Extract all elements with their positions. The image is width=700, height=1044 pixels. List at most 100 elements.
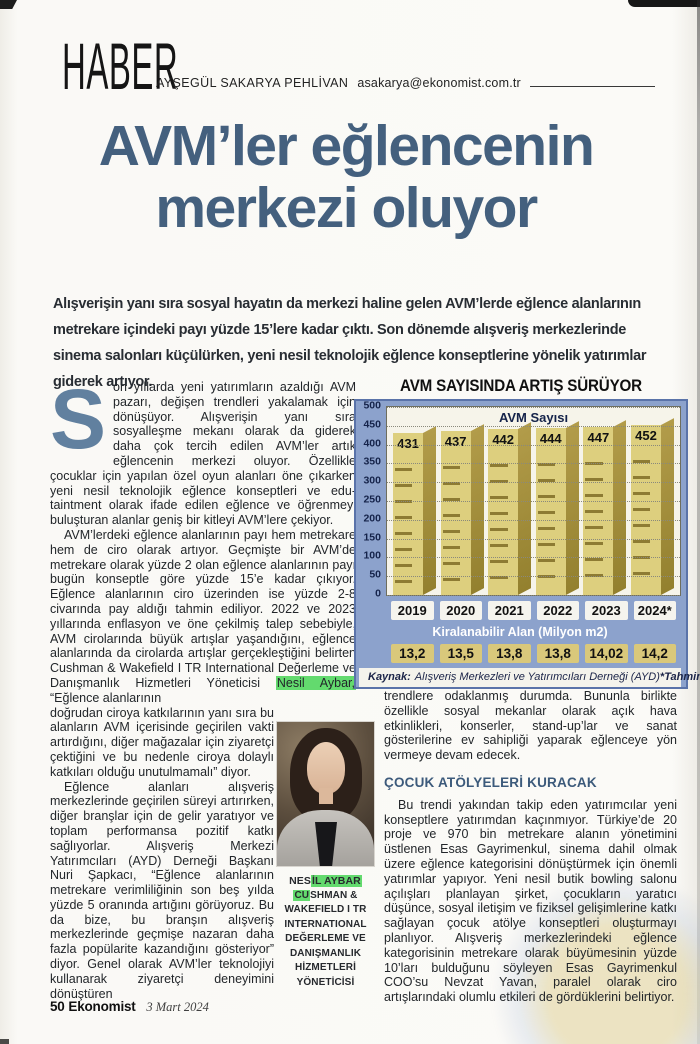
caption-name-highlight: İL AYBAR — [311, 875, 362, 887]
headline: AVM’ler eğlencenin merkezi oluyor — [0, 114, 692, 240]
gridline — [387, 576, 680, 578]
bar-side-face — [423, 426, 436, 595]
year-cell: 2020 — [439, 601, 482, 620]
page-footer: 50 Ekonomist 3 Mart 2024 — [50, 999, 209, 1015]
gridline — [387, 519, 680, 521]
chart-bar: 437 — [440, 423, 484, 595]
byline-rule — [529, 86, 655, 87]
table-row-label: Kiralanabilir Alan (Milyon m2) — [432, 625, 608, 639]
y-tick-label: 500 — [363, 399, 381, 412]
paragraph-2: AVM’lerdeki eğlence alanlarının payı hem… — [50, 527, 356, 705]
section-label: HABER — [62, 29, 179, 103]
chart-panel: 500 450 400 350 300 250 200 150 100 50 0 AVM Sayıs… — [354, 399, 700, 689]
chart-bar: 442 — [488, 421, 532, 595]
table-value-cell: 13,8 — [488, 644, 531, 663]
chart-bar: 452 — [630, 418, 674, 595]
highlighted-name: Nesil Aybar, — [275, 675, 356, 690]
y-tick-label: 0 — [375, 587, 381, 600]
standfirst: Alışverişin yanı sıra sosyal hayatın da … — [53, 296, 647, 390]
gridline — [387, 463, 680, 465]
photo-face — [307, 742, 345, 794]
year-cell: 2022 — [536, 601, 579, 620]
headline-line-2: merkezi oluyor — [155, 175, 538, 240]
gridline — [387, 501, 680, 502]
right-column: trendlere odaklanmış durumda. Bununla bi… — [384, 689, 677, 1005]
caption-line: DEĞERLEME VE — [285, 933, 366, 944]
gridline — [387, 407, 680, 408]
scan-mark-bottom-left — [0, 1039, 9, 1044]
caption-line: DANIŞMANLIK — [289, 947, 362, 959]
table-value-cell: 13,8 — [536, 644, 579, 663]
chart-footnote: *Tahmini — [659, 671, 700, 683]
caption-line: INTERNATIONAL — [284, 918, 367, 930]
chart-year-row: 2019 2020 2021 2022 2023 2024* — [388, 601, 679, 620]
bar-value-label: 431 — [397, 435, 419, 451]
caption-line: WAKEFIELD I TR — [284, 904, 367, 915]
bar-side-face — [613, 420, 627, 595]
chart-title: AVM SAYISINDA ARTIŞ SÜRÜYOR — [400, 377, 642, 395]
portrait-photo — [277, 722, 374, 866]
caption-name: NESİL AYBAR — [289, 875, 362, 887]
year-cell: 2021 — [488, 601, 531, 620]
chart-source-row: Kaynak: Alışveriş Merkezleri ve Yatırımcı… — [359, 668, 700, 687]
y-tick-label: 300 — [363, 474, 381, 487]
scan-mark-top-right — [628, 0, 700, 7]
y-tick-label: 150 — [363, 530, 381, 543]
chart-figure: AVM SAYISINDA ARTIŞ SÜRÜYOR 500 450 400 350… — [354, 377, 700, 689]
bar-value-label: 452 — [635, 428, 657, 444]
bar-value-label: 437 — [444, 433, 467, 449]
magazine-name: Ekonomist — [68, 999, 136, 1014]
paragraph-5: Bu trendi yakından takip eden yatırımcıl… — [384, 797, 677, 1005]
gridline — [387, 595, 680, 596]
chart-bar: 447 — [583, 420, 627, 595]
photo-neck — [319, 788, 333, 804]
y-tick-label: 450 — [363, 418, 381, 431]
gridline — [387, 425, 680, 427]
year-cell: 2024* — [633, 601, 676, 620]
table-value-cell: 13,5 — [439, 644, 482, 663]
bar-value-label: 447 — [587, 429, 610, 445]
table-value-cell: 13,2 — [391, 644, 434, 663]
y-tick-label: 50 — [369, 568, 381, 581]
chart-bar: 431 — [393, 426, 436, 595]
photo-black-top — [315, 822, 337, 866]
caption-org-highlight: CU — [293, 889, 311, 901]
scan-edge-right — [697, 0, 700, 1044]
caption-line: YÖNETİCİSİ — [296, 976, 355, 988]
chart-source: Kaynak: Alışveriş Merkezleri ve Yatırımcı… — [368, 671, 660, 683]
page-number: 50 — [50, 999, 65, 1014]
scan-mark-top-left — [0, 0, 18, 9]
section-heading: ÇOCUK ATÖLYELERİ KURACAK — [384, 774, 597, 790]
gridline — [387, 444, 680, 446]
chart-value-row: 13,2 13,5 13,8 13,8 14,02 14,2 — [388, 644, 679, 663]
author-email: asakarya@ekonomist.com.tr — [357, 76, 521, 90]
chart-bar: 444 — [535, 421, 579, 595]
paragraph-3: Eğlence alanları alışveriş merkezlerinde… — [50, 779, 274, 1001]
paragraph-4: trendlere odaklanmış durumda. Bununla bi… — [384, 689, 677, 763]
gridline — [387, 557, 680, 559]
author-name: AYŞEGÜL SAKARYA PEHLİVAN — [156, 76, 349, 90]
chart-series-label: AVM Sayısı — [498, 410, 569, 425]
y-tick-label: 200 — [363, 512, 381, 525]
y-tick-label: 250 — [363, 493, 381, 506]
drop-cap: S — [50, 372, 107, 466]
left-column-narrow: doğrudan ciroya katkılarının yanı sıra b… — [50, 706, 274, 1002]
photo-caption: NESİL AYBAR CUSHMAN & WAKEFIELD I TR INT… — [266, 874, 385, 990]
bar-value-label: 442 — [492, 431, 515, 447]
table-value-cell: 14,02 — [585, 644, 628, 663]
year-cell: 2023 — [585, 601, 628, 620]
y-tick-label: 400 — [363, 436, 381, 449]
byline: AYŞEGÜL SAKARYA PEHLİVAN asakarya@ekonom… — [156, 76, 655, 90]
caption-org-line: CUSHMAN & — [293, 889, 358, 901]
chart-plot: AVM Sayısı 431 437 442 444 447 452 — [386, 406, 681, 596]
headline-line-1: AVM’ler eğlencenin — [98, 114, 595, 178]
paragraph-2-continued: doğrudan ciroya katkılarının yanı sıra b… — [50, 705, 274, 779]
caption-line: HİZMETLERİ — [295, 962, 356, 973]
gridline — [387, 538, 680, 540]
issue-date: 3 Mart 2024 — [146, 1000, 209, 1014]
bar-side-face — [565, 421, 579, 595]
gridline — [387, 482, 680, 484]
